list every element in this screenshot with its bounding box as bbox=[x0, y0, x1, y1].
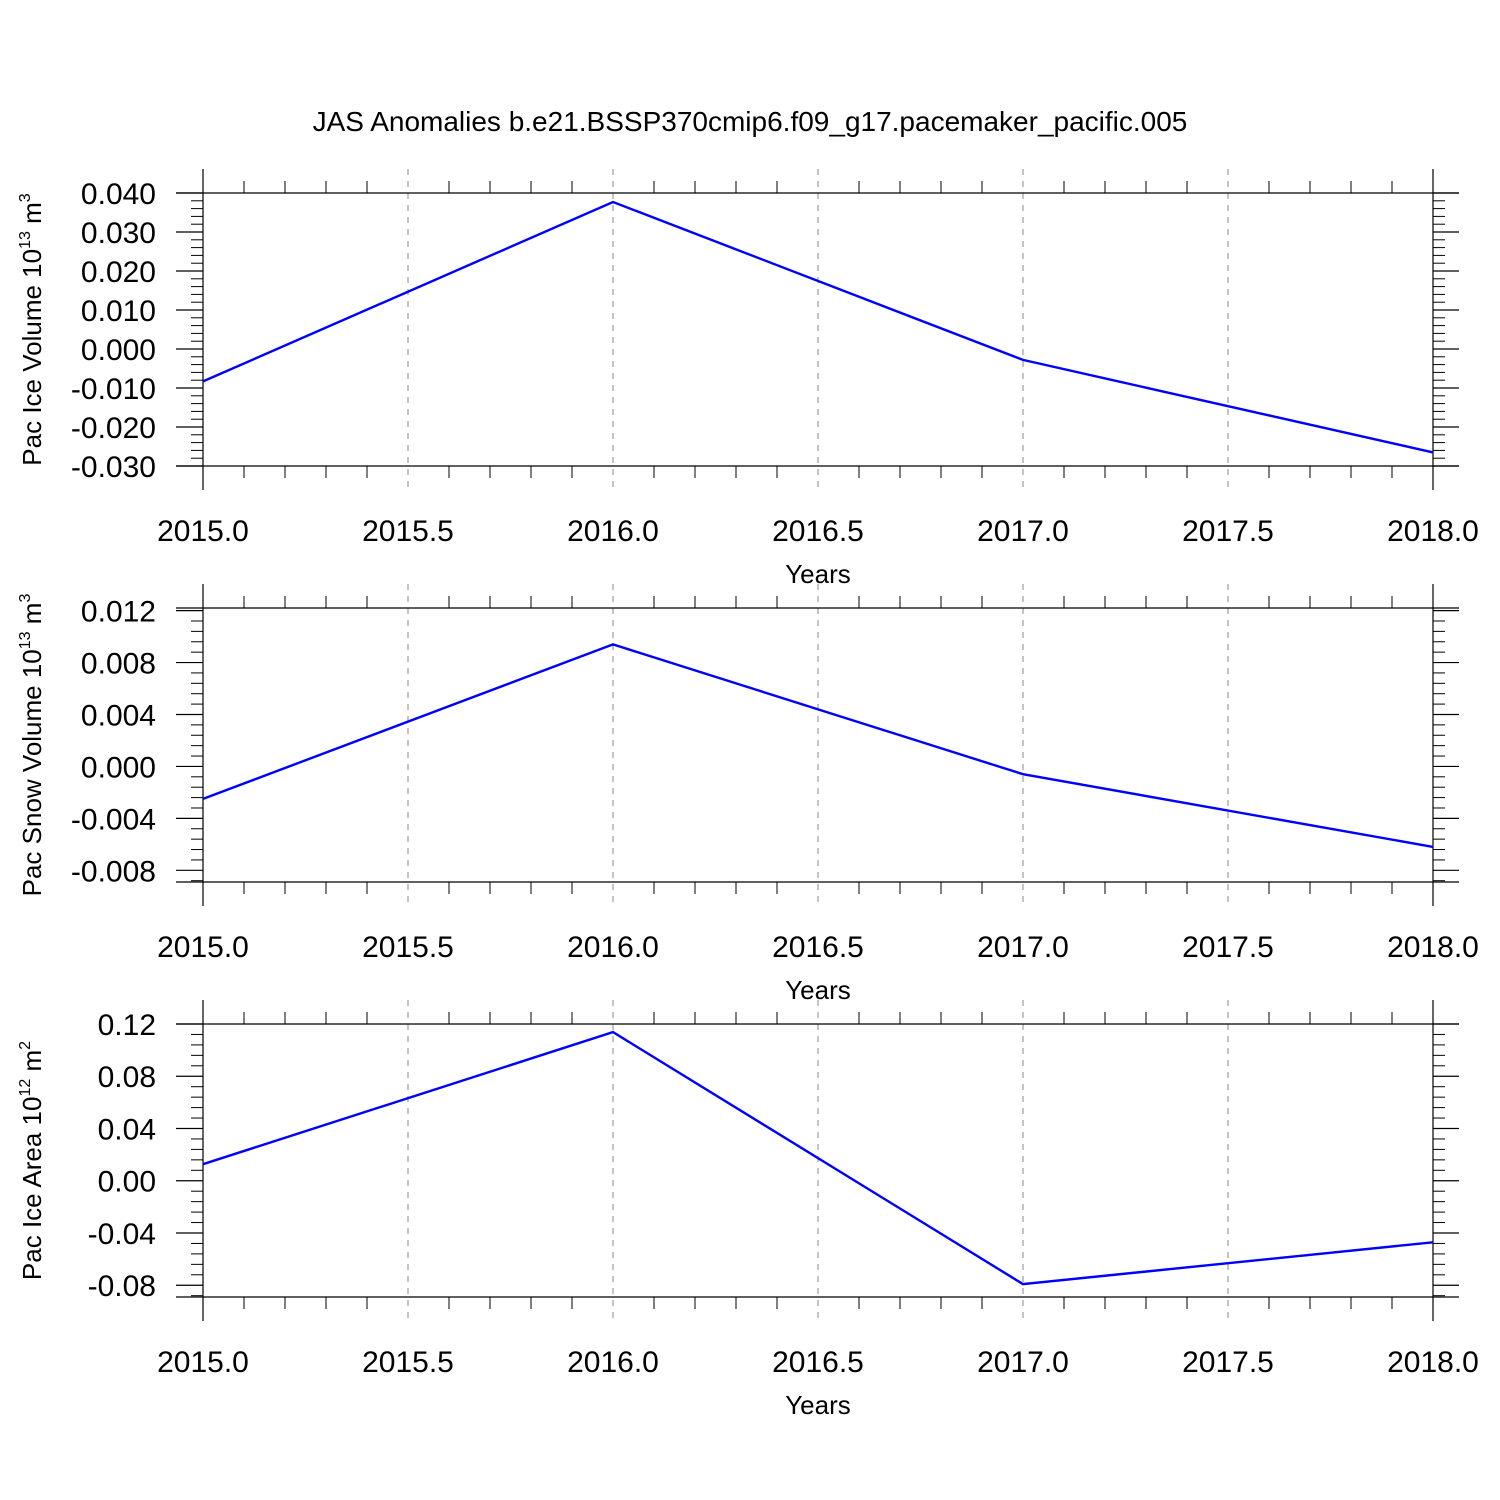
y-axis-title-part: 2 bbox=[17, 1041, 34, 1050]
y-tick-label: 0.012 bbox=[81, 596, 156, 629]
x-tick-label: 2017.5 bbox=[1182, 515, 1274, 548]
y-tick-label: 0.000 bbox=[81, 334, 156, 367]
series-line bbox=[202, 200, 1434, 454]
x-tick-label: 2018.0 bbox=[1387, 515, 1479, 548]
y-axis-title: Pac Snow Volume 1013 m3 bbox=[17, 594, 47, 897]
x-tick-label: 2017.0 bbox=[977, 931, 1069, 964]
y-axis-title-part: 13 bbox=[17, 631, 34, 649]
y-axis-title-part: m bbox=[17, 1050, 47, 1079]
y-tick-label: -0.004 bbox=[71, 803, 156, 836]
x-tick-label: 2016.0 bbox=[567, 515, 659, 548]
x-tick-label: 2017.5 bbox=[1182, 1346, 1274, 1379]
x-tick-label: 2016.5 bbox=[772, 515, 864, 548]
y-tick-label: -0.08 bbox=[88, 1270, 156, 1303]
x-tick-label: 2015.5 bbox=[362, 931, 454, 964]
y-axis-title-part: Pac Ice Area bbox=[17, 1132, 47, 1280]
y-tick-label: 0.12 bbox=[98, 1009, 156, 1042]
y-axis-title: Pac Ice Volume 1013 m3 bbox=[17, 193, 47, 466]
y-tick-label: 0.00 bbox=[98, 1166, 156, 1199]
y-axis-title-part: Pac Ice Volume bbox=[17, 285, 47, 466]
y-axis-title-part: 10 bbox=[17, 649, 47, 685]
x-tick-label: 2017.5 bbox=[1182, 931, 1274, 964]
y-axis-title-part: 12 bbox=[17, 1079, 34, 1097]
x-tick-label: 2016.5 bbox=[772, 1346, 864, 1379]
x-tick-label: 2016.0 bbox=[567, 1346, 659, 1379]
x-axis-title: Years bbox=[785, 1390, 851, 1420]
panel-2: 0.012 0.008 0.004 0.000 -0.004 -0.008 2015.0 20… bbox=[17, 584, 1479, 1005]
y-tick-label: -0.030 bbox=[71, 451, 156, 484]
y-tick-label: 0.020 bbox=[81, 256, 156, 289]
series-line bbox=[202, 643, 1434, 849]
panel-3: 0.12 0.08 0.04 0.00 -0.04 -0.08 2015.0 2015.5 20… bbox=[17, 1000, 1479, 1420]
y-tick-label: -0.020 bbox=[71, 412, 156, 445]
y-axis-title-part: 10 bbox=[17, 1097, 47, 1133]
y-axis-title-part: Pac Snow Volume bbox=[17, 685, 47, 896]
y-tick-label: 0.04 bbox=[98, 1113, 156, 1146]
x-tick-label: 2015.0 bbox=[157, 1346, 249, 1379]
y-axis-title-part: m bbox=[17, 603, 47, 632]
panel-1: 0.040 0.030 0.020 0.010 0.000 -0.010 -0.020 -0.… bbox=[17, 169, 1479, 589]
y-tick-label: 0.004 bbox=[81, 699, 156, 732]
y-axis-title-part: m bbox=[17, 202, 47, 231]
x-tick-label: 2016.5 bbox=[772, 931, 864, 964]
x-tick-label: 2015.5 bbox=[362, 515, 454, 548]
y-axis-title-part: 3 bbox=[17, 193, 34, 202]
x-tick-label: 2015.0 bbox=[157, 931, 249, 964]
x-tick-label: 2017.0 bbox=[977, 515, 1069, 548]
y-tick-label: 0.040 bbox=[81, 178, 156, 211]
series-line bbox=[202, 1030, 1434, 1286]
y-tick-label: 0.08 bbox=[98, 1061, 156, 1094]
y-tick-label: 0.008 bbox=[81, 648, 156, 681]
y-tick-label: 0.030 bbox=[81, 217, 156, 250]
y-tick-label: 0.000 bbox=[81, 751, 156, 784]
y-axis-title-part: 13 bbox=[17, 231, 34, 249]
x-tick-label: 2017.0 bbox=[977, 1346, 1069, 1379]
panels: 0.040 0.030 0.020 0.010 0.000 -0.010 -0.020 -0.… bbox=[17, 169, 1479, 1420]
y-axis-title-part: 3 bbox=[17, 594, 34, 603]
y-tick-label: -0.010 bbox=[71, 373, 156, 406]
y-axis-title-part: 10 bbox=[17, 249, 47, 285]
x-tick-label: 2018.0 bbox=[1387, 931, 1479, 964]
y-axis-title: Pac Ice Area 1012 m2 bbox=[17, 1041, 47, 1280]
x-tick-label: 2015.0 bbox=[157, 515, 249, 548]
chart-title: JAS Anomalies b.e21.BSSP370cmip6.f09_g17… bbox=[313, 106, 1188, 137]
y-tick-label: -0.04 bbox=[88, 1218, 156, 1251]
x-tick-label: 2016.0 bbox=[567, 931, 659, 964]
y-tick-label: -0.008 bbox=[71, 855, 156, 888]
x-tick-label: 2018.0 bbox=[1387, 1346, 1479, 1379]
x-tick-label: 2015.5 bbox=[362, 1346, 454, 1379]
y-tick-label: 0.010 bbox=[81, 295, 156, 328]
